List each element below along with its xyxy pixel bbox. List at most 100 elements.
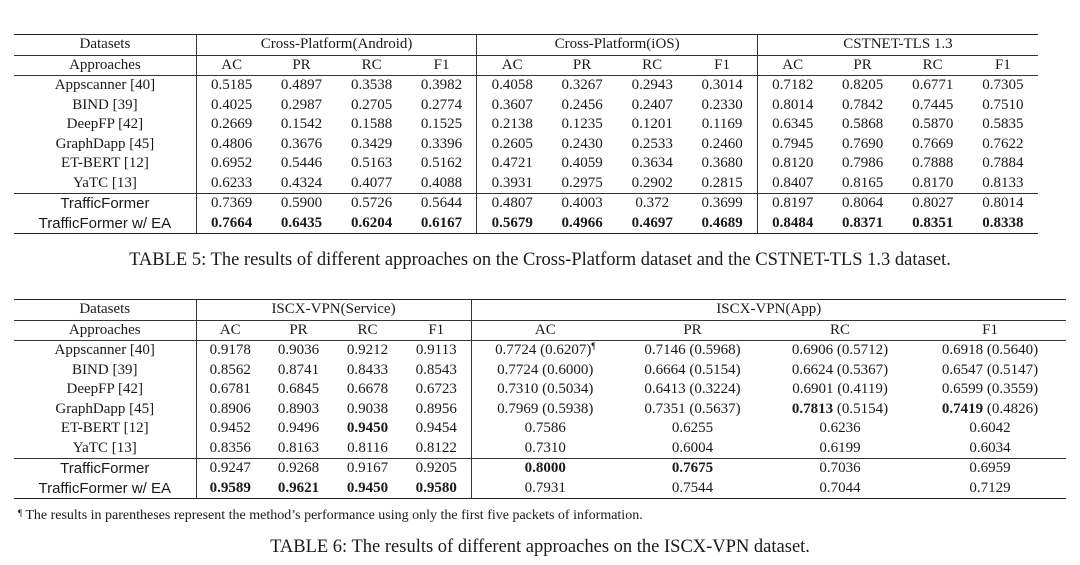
cell-value: 0.4807 (491, 195, 533, 211)
cell-value: 0.8407 (772, 174, 814, 191)
cell-value: 0.6167 (420, 214, 463, 231)
metric-cell: 0.6204 (336, 213, 407, 234)
cell-value: 0.4966 (561, 214, 603, 231)
cell-value: 0.3931 (491, 174, 533, 191)
approach-name: TrafficFormer w/ EA (14, 478, 197, 499)
cell-value: 0.8165 (841, 174, 884, 191)
cell-value: 0.4025 (211, 96, 253, 113)
metric-cell: 0.7310 (471, 439, 619, 459)
cell-value: 0.8116 (347, 439, 388, 456)
cell-value: 0.7351 (0.5637) (644, 400, 741, 417)
metric-cell: 0.1169 (687, 115, 758, 135)
cell-value: 0.7690 (841, 135, 884, 152)
cell-value: 0.1235 (561, 116, 603, 132)
cell-value: 0.6199 (819, 439, 861, 456)
cell-value: 0.8205 (841, 77, 884, 93)
metric-cell: 0.7813 (0.5154) (766, 400, 914, 420)
cell-value: 0.4689 (701, 214, 743, 231)
metric-cell: 0.7622 (968, 135, 1038, 155)
metric-cell: 0.6413 (0.3224) (619, 380, 766, 400)
table-6-body: Appscanner [40] 0.9178 0.9036 0.9212 0.9113 0… (14, 340, 1067, 499)
cell-value: 0.8543 (415, 361, 457, 378)
cell-value: 0.8000 (524, 460, 566, 476)
metric-cell: 0.6199 (766, 439, 914, 459)
cell-value: 0.7664 (211, 214, 253, 231)
cell-value: 0.6435 (280, 214, 323, 231)
group-header: ISCX-VPN(Service) (196, 299, 472, 320)
table-row: ET-BERT [12] 0.6952 0.5446 0.5163 0.5162 0.47… (14, 154, 1038, 174)
cell-value: 0.3267 (561, 77, 603, 93)
metric-cell: 0.8338 (967, 213, 1038, 234)
cell-value: 0.8133 (982, 174, 1024, 191)
cell-value: 0.7044 (819, 479, 861, 496)
approach-name: TrafficFormer (14, 458, 197, 479)
metric-cell: 0.8014 (967, 193, 1038, 214)
cell-value: 0.9452 (209, 420, 251, 436)
table-row: TrafficFormer 0.7369 0.5900 0.5726 0.5644 0.4… (14, 193, 1038, 214)
metric-cell: 0.2902 (617, 174, 687, 194)
cell-value: 0.8014 (772, 96, 814, 113)
metric-cell: 0.8351 (897, 213, 968, 234)
table-6-caption: TABLE 6: The results of different approa… (270, 537, 810, 557)
metric-cell: 0.2456 (547, 96, 617, 116)
metric-cell: 0.9205 (402, 458, 472, 479)
metric-cell: 0.9450 (333, 419, 402, 439)
metric-cell: 0.4806 (196, 135, 266, 155)
cell-value: 0.4088 (420, 174, 463, 191)
metric-cell: 0.2533 (617, 135, 687, 155)
cell-value: 0.7369 (211, 195, 253, 211)
metric-cell: 0.6959 (914, 458, 1067, 479)
metric-cell: 0.5726 (336, 193, 407, 214)
cell-value: 0.8433 (346, 361, 389, 378)
cell-value: 0.6723 (415, 381, 457, 397)
cell-value: GraphDapp [45] (55, 135, 155, 152)
cell-value: 0.6345 (772, 116, 814, 132)
approach-name: ET-BERT [12] (14, 154, 197, 174)
metric-cell: 0.2407 (617, 96, 687, 116)
table-row: Appscanner [40] 0.5185 0.4897 0.3538 0.3982 0… (14, 75, 1038, 96)
cell-value: 0.2902 (631, 174, 673, 191)
cell-value: (0.5154) (833, 400, 889, 417)
cell-value: 0.9450 (346, 479, 389, 496)
metric-cell: 0.8116 (333, 439, 402, 459)
cell-value: 0.7146 (0.5968) (644, 342, 741, 358)
metric-cell: 0.3429 (337, 135, 407, 155)
table-row: DeepFP [42] 0.6781 0.6845 0.6678 0.6723 0.731… (14, 380, 1066, 400)
cell-value: GraphDapp [45] (55, 400, 155, 417)
cell-value: 0.4806 (211, 135, 253, 152)
approach-name: Appscanner [40] (14, 340, 197, 361)
metric-header: RC (336, 54, 407, 76)
metric-cell: 0.2430 (547, 135, 617, 155)
cell-value: 0.7310 (0.5034) (497, 381, 594, 397)
approach-name: TrafficFormer w/ EA (14, 213, 197, 234)
cell-value: 0.372 (635, 195, 670, 211)
table-row: ET-BERT [12] 0.9452 0.9496 0.9450 0.9454 0.75… (14, 419, 1066, 439)
metric-cell: 0.1525 (406, 115, 478, 135)
cell-value: 0.7182 (772, 77, 814, 93)
metric-cell: 0.6042 (914, 419, 1066, 439)
cell-value: 0.3538 (351, 77, 393, 93)
cell-value: 0.2774 (420, 96, 463, 113)
cell-value: Appscanner [40] (54, 342, 155, 358)
cell-value: 0.9167 (346, 460, 389, 476)
metric-cell: 0.9450 (333, 478, 402, 499)
metric-cell: 0.7369 (196, 193, 267, 214)
metric-cell: 0.7690 (828, 135, 898, 155)
table-header-row: Datasets Cross-Platform(Android) Cross-P… (14, 34, 1038, 55)
metric-cell: 0.9268 (264, 458, 333, 479)
metric-cell: 0.7969 (0.5938) (471, 400, 619, 420)
cell-value: 0.2975 (561, 174, 603, 191)
cell-value: 0.7945 (772, 135, 814, 152)
cell-value: DeepFP [42] (66, 381, 144, 397)
metric-cell: 0.7544 (619, 478, 767, 499)
metric-cell: 0.2330 (687, 95, 758, 115)
metric-cell: 0.3982 (406, 75, 478, 96)
approach-name: BIND [39] (14, 95, 197, 115)
metric-cell: 0.6345 (757, 115, 827, 135)
metric-cell: 0.3014 (687, 75, 758, 96)
cell-value: 0.2669 (211, 116, 253, 132)
metric-header: AC (757, 54, 828, 76)
metric-cell: 0.4324 (266, 174, 336, 194)
metric-cell: 0.2815 (687, 173, 758, 194)
table-row: BIND [39] 0.8562 0.8741 0.8433 0.8543 0.7724 … (14, 360, 1066, 380)
